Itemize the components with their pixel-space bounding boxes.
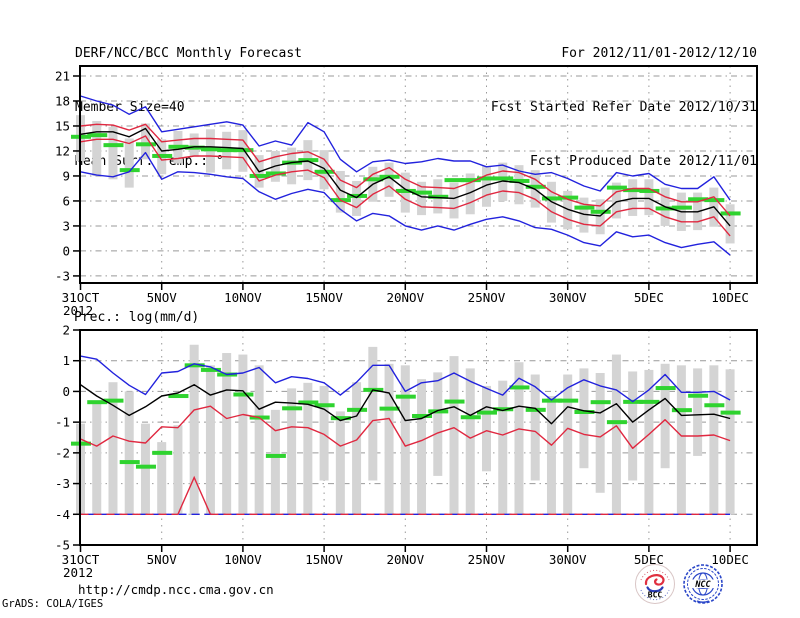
svg-text:5NOV: 5NOV <box>147 552 178 567</box>
member-size-label: Member Size=40 <box>75 100 185 115</box>
svg-text:0: 0 <box>62 243 70 258</box>
y-axis: 21 18 15 12 9 6 3 0 -3 <box>55 68 80 283</box>
svg-text:31OCT: 31OCT <box>62 552 100 567</box>
svg-text:-3: -3 <box>55 268 70 283</box>
x-axis: 31OCT 5NOV 10NOV 15NOV 20NOV 25NOV 30NOV 5DEC 10… <box>62 284 749 318</box>
svg-text:25NOV: 25NOV <box>468 552 506 567</box>
mean-minus-std-line <box>80 405 731 449</box>
ncc-logo-text: NCC <box>694 580 711 590</box>
plot-frame <box>79 329 758 546</box>
svg-text:0: 0 <box>62 384 70 399</box>
min-floor-red-spike <box>177 475 212 515</box>
x-axis-year-label: 2012 <box>63 565 93 580</box>
svg-text:5NOV: 5NOV <box>147 290 178 305</box>
svg-text:-4: -4 <box>55 507 70 522</box>
header-right: For 2012/11/01-2012/12/10 Fcst Started R… <box>491 9 757 207</box>
x-axis-year-label: 2012 <box>63 303 93 318</box>
svg-text:21: 21 <box>55 68 70 83</box>
svg-text:10DEC: 10DEC <box>711 290 749 305</box>
ncc-logo: NCC <box>683 564 723 604</box>
x-axis: 31OCT 5NOV 10NOV 15NOV 20NOV 25NOV 30NOV 5DEC 10… <box>62 546 749 580</box>
mean-plus-std-line <box>80 123 731 217</box>
bcc-logo: BCC <box>635 564 675 604</box>
svg-text:1: 1 <box>62 353 70 368</box>
svg-text:-2: -2 <box>55 445 70 460</box>
y-axis: 2 1 0 -1 -2 -3 -4 -5 <box>55 323 80 553</box>
grads-credit: GrADS: COLA/IGES <box>2 598 104 610</box>
svg-text:15NOV: 15NOV <box>305 290 343 305</box>
svg-text:25NOV: 25NOV <box>468 290 506 305</box>
prec-chart-title: Prec.: log(mm/d) <box>74 310 200 325</box>
ncc-banner <box>690 579 716 589</box>
mean-minus-std-line <box>80 135 731 237</box>
ensemble-spread-bars <box>76 344 735 515</box>
svg-text:-5: -5 <box>55 538 70 553</box>
svg-text:20NOV: 20NOV <box>386 290 424 305</box>
svg-text:6: 6 <box>62 193 70 208</box>
svg-text:5DEC: 5DEC <box>634 290 664 305</box>
observation-dashes <box>71 363 741 469</box>
svg-text:18: 18 <box>55 93 70 108</box>
svg-text:10DEC: 10DEC <box>711 552 749 567</box>
report-title: DERF/NCC/BCC Monthly Forecast <box>75 46 302 61</box>
temp-chart: 21 18 15 12 9 6 3 0 -3 31OCT 5NOV 10NOV 15NOV 20NOV 25… <box>55 65 758 318</box>
ensemble-mean-line <box>80 127 731 227</box>
fcst-refer-date-label: Fcst Started Refer Date 2012/10/31 <box>490 100 757 115</box>
svg-text:5DEC: 5DEC <box>634 552 664 567</box>
gridlines <box>80 66 757 283</box>
bcc-logo-text: BCC <box>648 591 663 600</box>
svg-text:15: 15 <box>55 118 70 133</box>
bcc-swirl-blue <box>646 586 664 593</box>
svg-text:10NOV: 10NOV <box>224 552 262 567</box>
ncc-wreath-base <box>696 600 710 603</box>
source-url: http://cmdp.ncc.cma.gov.cn <box>78 582 274 597</box>
svg-text:-3: -3 <box>55 476 70 491</box>
svg-text:30NOV: 30NOV <box>549 290 587 305</box>
svg-text:31OCT: 31OCT <box>62 290 100 305</box>
fcst-produced-date-label: Fcst Produced Date 2012/11/01 <box>530 154 757 169</box>
svg-text:9: 9 <box>62 168 70 183</box>
svg-text:-1: -1 <box>55 415 70 430</box>
svg-text:12: 12 <box>55 143 70 158</box>
plot-frame <box>79 65 758 284</box>
forecast-range-label: For 2012/11/01-2012/12/10 <box>561 46 757 61</box>
bcc-rim-text-bottom <box>640 589 670 601</box>
agency-logos: BCC NCC <box>633 562 733 616</box>
ensemble-max-line <box>80 95 731 201</box>
svg-text:20NOV: 20NOV <box>386 552 424 567</box>
svg-text:3: 3 <box>62 218 70 233</box>
bcc-swirl-red <box>644 574 665 586</box>
svg-text:2: 2 <box>62 323 70 338</box>
ensemble-max-line <box>80 355 731 403</box>
svg-text:10NOV: 10NOV <box>224 290 262 305</box>
bcc-rim-text-top <box>640 569 670 581</box>
ensemble-min-line <box>80 151 731 256</box>
svg-text:15NOV: 15NOV <box>305 552 343 567</box>
ensemble-mean-line <box>80 384 731 425</box>
svg-text:30NOV: 30NOV <box>549 552 587 567</box>
